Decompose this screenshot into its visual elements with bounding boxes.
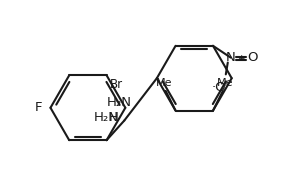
Text: H₂N: H₂N — [107, 96, 132, 109]
Text: Me: Me — [217, 78, 233, 88]
Text: H: H — [109, 111, 119, 124]
Text: F: F — [35, 101, 42, 114]
Text: +: + — [237, 54, 244, 63]
Text: N: N — [226, 51, 236, 64]
Text: Me: Me — [155, 78, 172, 88]
Text: H₂N: H₂N — [94, 111, 119, 124]
Text: Br: Br — [109, 78, 123, 91]
Text: ·O: ·O — [212, 81, 226, 94]
Text: O: O — [247, 51, 258, 64]
